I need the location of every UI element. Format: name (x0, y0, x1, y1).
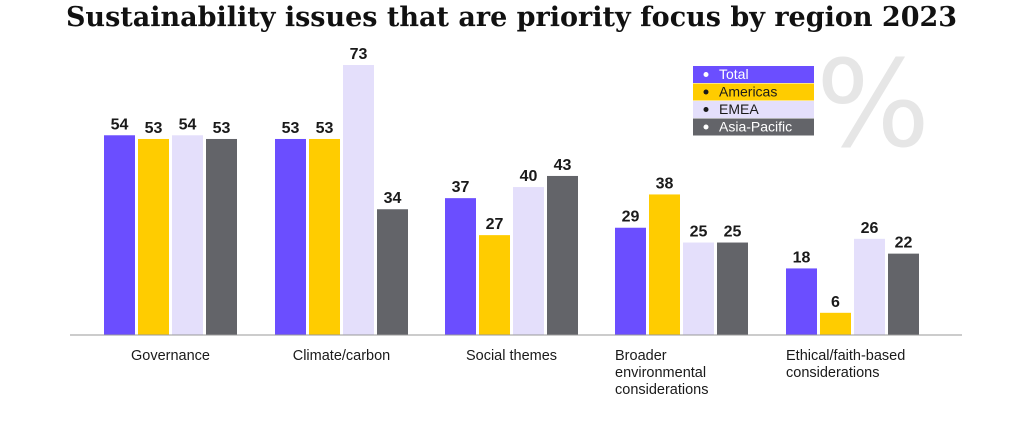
data-label: 54 (111, 116, 129, 133)
bar-americas-3 (479, 235, 510, 335)
legend-bullet-icon (703, 89, 709, 95)
data-label: 53 (316, 120, 334, 137)
legend-swatch-americas (693, 83, 814, 101)
data-label: 53 (282, 120, 300, 137)
data-label: 6 (831, 294, 840, 311)
legend-bullet-icon (703, 124, 709, 130)
category-label: Climate/carbon (293, 348, 391, 364)
bar-asia-pacific-5 (888, 253, 919, 335)
legend-bullet-icon (703, 72, 709, 77)
data-label: 29 (622, 209, 640, 226)
bar-americas-5 (820, 312, 851, 335)
data-label: 73 (350, 46, 368, 63)
data-label: 53 (213, 120, 231, 137)
data-label: 43 (554, 157, 572, 174)
bar-asia-pacific-4 (717, 242, 748, 335)
legend-swatch-asia-pacific (693, 118, 814, 136)
category-label: Ethical/faith-based considerations (786, 348, 905, 381)
bar-asia-pacific-1 (206, 138, 237, 335)
data-label: 37 (452, 179, 470, 196)
bar-americas-1 (138, 138, 169, 335)
bar-total-4 (615, 227, 646, 335)
bar-emea-3 (513, 187, 544, 335)
labels-layer: 54 53 54 53 Governance 53 53 73 34 Climate/carbon… (111, 46, 913, 398)
legend-label-asia-pacific: Asia-Pacific (719, 119, 792, 135)
data-label: 18 (793, 249, 811, 266)
bar-emea-4 (683, 242, 714, 335)
bar-emea-2 (343, 65, 374, 335)
data-label: 54 (179, 116, 197, 133)
data-label: 25 (690, 224, 708, 241)
data-label: 26 (861, 220, 879, 237)
category-label: Governance (131, 348, 210, 364)
legend-swatch-emea (693, 101, 814, 118)
legend-bullet-icon (703, 107, 709, 112)
bar-emea-1 (172, 135, 203, 335)
bar-emea-5 (854, 238, 885, 335)
legend-swatch-total (693, 66, 814, 83)
bar-americas-4 (649, 194, 680, 335)
data-label: 40 (520, 168, 538, 185)
data-label: 38 (656, 175, 674, 192)
bar-total-5 (786, 268, 817, 335)
legend-label-emea: EMEA (719, 101, 759, 117)
bar-americas-2 (309, 138, 340, 335)
bar-total-2 (275, 138, 306, 335)
chart-title: Sustainability issues that are priority … (65, 2, 958, 33)
data-label: 34 (384, 190, 402, 207)
legend-label-total: Total (719, 66, 749, 82)
data-label: 53 (145, 120, 163, 137)
bar-total-1 (104, 135, 135, 335)
category-label: Social themes (466, 348, 557, 364)
data-label: 22 (895, 235, 913, 252)
bars-layer (104, 65, 919, 335)
data-label: 27 (486, 216, 504, 233)
legend-label-americas: Americas (719, 84, 777, 100)
data-label: 25 (724, 224, 742, 241)
bar-total-3 (445, 198, 476, 335)
bar-asia-pacific-3 (547, 175, 578, 335)
bar-asia-pacific-2 (377, 209, 408, 335)
category-label: Broader environmental considerations (615, 348, 709, 398)
percent-symbol: % (816, 36, 930, 175)
